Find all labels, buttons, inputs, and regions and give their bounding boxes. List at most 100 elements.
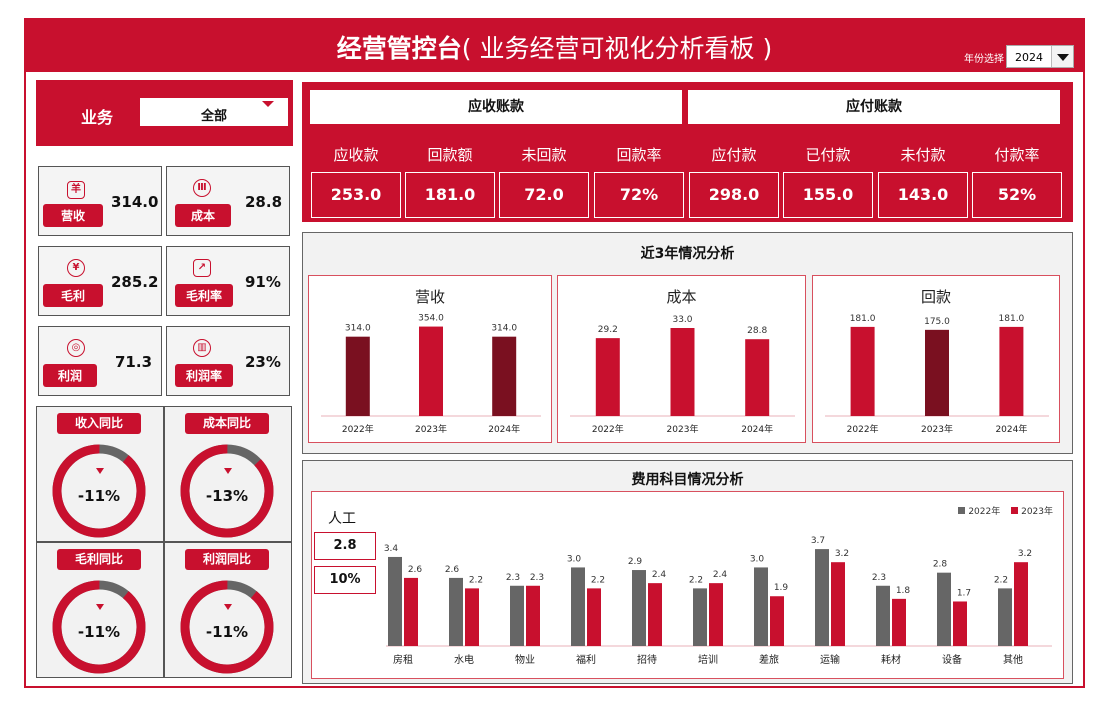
expense-title: 费用科目情况分析 bbox=[631, 472, 744, 488]
header: 经营管控台( 业务经营可视化分析看板 ) 年份选择 2024 bbox=[26, 20, 1083, 72]
bar-2022年 bbox=[449, 577, 463, 646]
arap-value: 72.0 bbox=[499, 172, 589, 218]
tick-label: 福利 bbox=[576, 653, 596, 666]
yoy-label: 成本同比 bbox=[185, 413, 269, 434]
bar bbox=[595, 338, 620, 416]
tick-label: 2024年 bbox=[741, 423, 773, 435]
kpi-card-gross-profit: ¥ 毛利 285.2 bbox=[38, 246, 162, 316]
cost-chart: 成本 29.2 2022年 33.0 2023年 28.8 2024年 bbox=[557, 275, 806, 443]
kpi-value: 71.3 bbox=[115, 353, 153, 371]
arap-col-title: 付款率 bbox=[994, 146, 1040, 164]
bar-2023年 bbox=[526, 585, 540, 646]
tick-label: 2022年 bbox=[847, 423, 879, 435]
trend-chart-icon: ↗ bbox=[193, 259, 211, 277]
bar bbox=[345, 336, 370, 416]
kpi-label: 营收 bbox=[43, 204, 103, 227]
bar-label: 175.0 bbox=[924, 317, 950, 327]
bar bbox=[670, 328, 695, 416]
bar-label: 2.3 bbox=[506, 573, 520, 583]
bar-label: 2.2 bbox=[469, 575, 483, 585]
bar-2022年 bbox=[693, 588, 707, 646]
bar-label: 3.2 bbox=[835, 549, 849, 559]
chart-legend: 2022年 2023年 bbox=[950, 504, 1053, 517]
yoy-cost: 成本同比 -13% bbox=[164, 406, 292, 542]
year-select[interactable]: 2024 bbox=[1006, 45, 1074, 68]
bar-2022年 bbox=[754, 567, 768, 646]
chevron-down-icon[interactable] bbox=[1051, 46, 1073, 67]
kpi-value: 285.2 bbox=[111, 273, 159, 291]
bar-2023年 bbox=[892, 598, 906, 646]
tick-label: 耗材 bbox=[881, 653, 901, 666]
business-filter: 业务 全部 bbox=[36, 80, 293, 146]
expense-panel: 费用科目情况分析 人工 2.8 10% 2022年 2023年 3.4 2.6 房租… bbox=[302, 460, 1073, 684]
bar-label: 314.0 bbox=[491, 324, 517, 334]
tick-label: 2024年 bbox=[995, 423, 1027, 435]
bar-label: 354.0 bbox=[418, 314, 444, 324]
year-label: 年份选择 bbox=[964, 54, 1004, 65]
tick-label: 培训 bbox=[698, 653, 718, 666]
yoy-value: -11% bbox=[205, 623, 249, 641]
bar-label: 314.0 bbox=[345, 324, 371, 334]
bar-label: 2.2 bbox=[591, 575, 605, 585]
yoy-value: -13% bbox=[205, 487, 249, 505]
bar-2023年 bbox=[1014, 562, 1028, 646]
arap-col-title: 未回款 bbox=[521, 146, 567, 164]
bar-label: 2.4 bbox=[652, 570, 667, 580]
bar bbox=[999, 326, 1024, 416]
kpi-value: 28.8 bbox=[245, 193, 283, 211]
legend-label-2022: 2022年 bbox=[968, 507, 1001, 517]
coin-icon: ◎ bbox=[67, 339, 85, 357]
dashboard-frame: 经营管控台( 业务经营可视化分析看板 ) 年份选择 2024 业务 全部 羊 营… bbox=[24, 18, 1085, 688]
bar-2023年 bbox=[465, 588, 479, 646]
bar-label: 33.0 bbox=[672, 315, 692, 325]
yoy-donut bbox=[52, 444, 146, 538]
business-select[interactable]: 全部 bbox=[140, 98, 288, 126]
down-triangle-icon bbox=[224, 468, 232, 474]
bar-label: 1.8 bbox=[896, 586, 911, 596]
kpi-value: 23% bbox=[245, 353, 281, 371]
document-icon: 羊 bbox=[67, 181, 85, 199]
bar-label: 181.0 bbox=[850, 314, 876, 324]
tick-label: 运输 bbox=[820, 653, 840, 666]
tick-label: 招待 bbox=[637, 653, 657, 666]
arap-col-title: 回款额 bbox=[427, 146, 473, 164]
expense-chart-svg: 3.4 2.6 房租 2.6 2.2 水电 2.3 2.3 物业 3.0 2.2 福利 2.9 2.4 招待… bbox=[384, 536, 1052, 666]
legend-swatch-2023 bbox=[1011, 507, 1019, 514]
bar-label: 2.2 bbox=[689, 575, 703, 585]
revenue-chart-svg: 314.0 2022年 354.0 2023年 314.0 2024年 bbox=[321, 314, 541, 435]
bar-label: 29.2 bbox=[598, 325, 618, 335]
bar-label: 2.6 bbox=[445, 565, 460, 575]
business-label: 业务 bbox=[81, 108, 114, 127]
bar-2022年 bbox=[632, 570, 646, 646]
tick-label: 其他 bbox=[1003, 653, 1023, 666]
yoy-value: -11% bbox=[77, 623, 121, 641]
kpi-card-revenue: 羊 营收 314.0 bbox=[38, 166, 162, 236]
kpi-label: 成本 bbox=[175, 204, 231, 227]
title-sub: ( 业务经营可视化分析看板 ) bbox=[461, 34, 773, 63]
tick-label: 设备 bbox=[942, 653, 962, 666]
bar-label: 2.4 bbox=[713, 570, 728, 580]
bar-label: 3.4 bbox=[384, 544, 399, 554]
bar-2023年 bbox=[770, 596, 784, 646]
three-year-panel: 近3年情况分析 营收 314.0 2022年 354.0 2023年 314.0 2024… bbox=[302, 232, 1073, 454]
kpi-label: 利润 bbox=[43, 364, 97, 387]
tick-label: 2022年 bbox=[342, 423, 374, 435]
bar-label: 1.9 bbox=[774, 583, 789, 593]
bar-2023年 bbox=[953, 601, 967, 646]
tick-label: 房租 bbox=[393, 653, 413, 666]
arap-value: 181.0 bbox=[405, 172, 495, 218]
bar-2023年 bbox=[404, 577, 418, 646]
cost-chart-svg: 29.2 2022年 33.0 2023年 28.8 2024年 bbox=[570, 315, 795, 435]
tick-label: 物业 bbox=[515, 653, 535, 666]
bar-label: 3.7 bbox=[811, 536, 825, 546]
bar-label: 2.6 bbox=[408, 565, 423, 575]
kpi-label: 利润率 bbox=[175, 364, 233, 387]
tick-label: 2023年 bbox=[921, 423, 953, 435]
bar-label: 2.9 bbox=[628, 557, 643, 567]
tick-label: 2023年 bbox=[415, 423, 447, 435]
revenue-chart: 营收 314.0 2022年 354.0 2023年 314.0 2024年 bbox=[308, 275, 552, 443]
arap-value: 52% bbox=[972, 172, 1062, 218]
expense-chart: 人工 2.8 10% 2022年 2023年 3.4 2.6 房租 2.6 2.2 水电 2… bbox=[311, 491, 1064, 679]
kpi-card-profit-margin: ▥ 利润率 23% bbox=[166, 326, 290, 396]
yoy-donut bbox=[52, 580, 146, 674]
